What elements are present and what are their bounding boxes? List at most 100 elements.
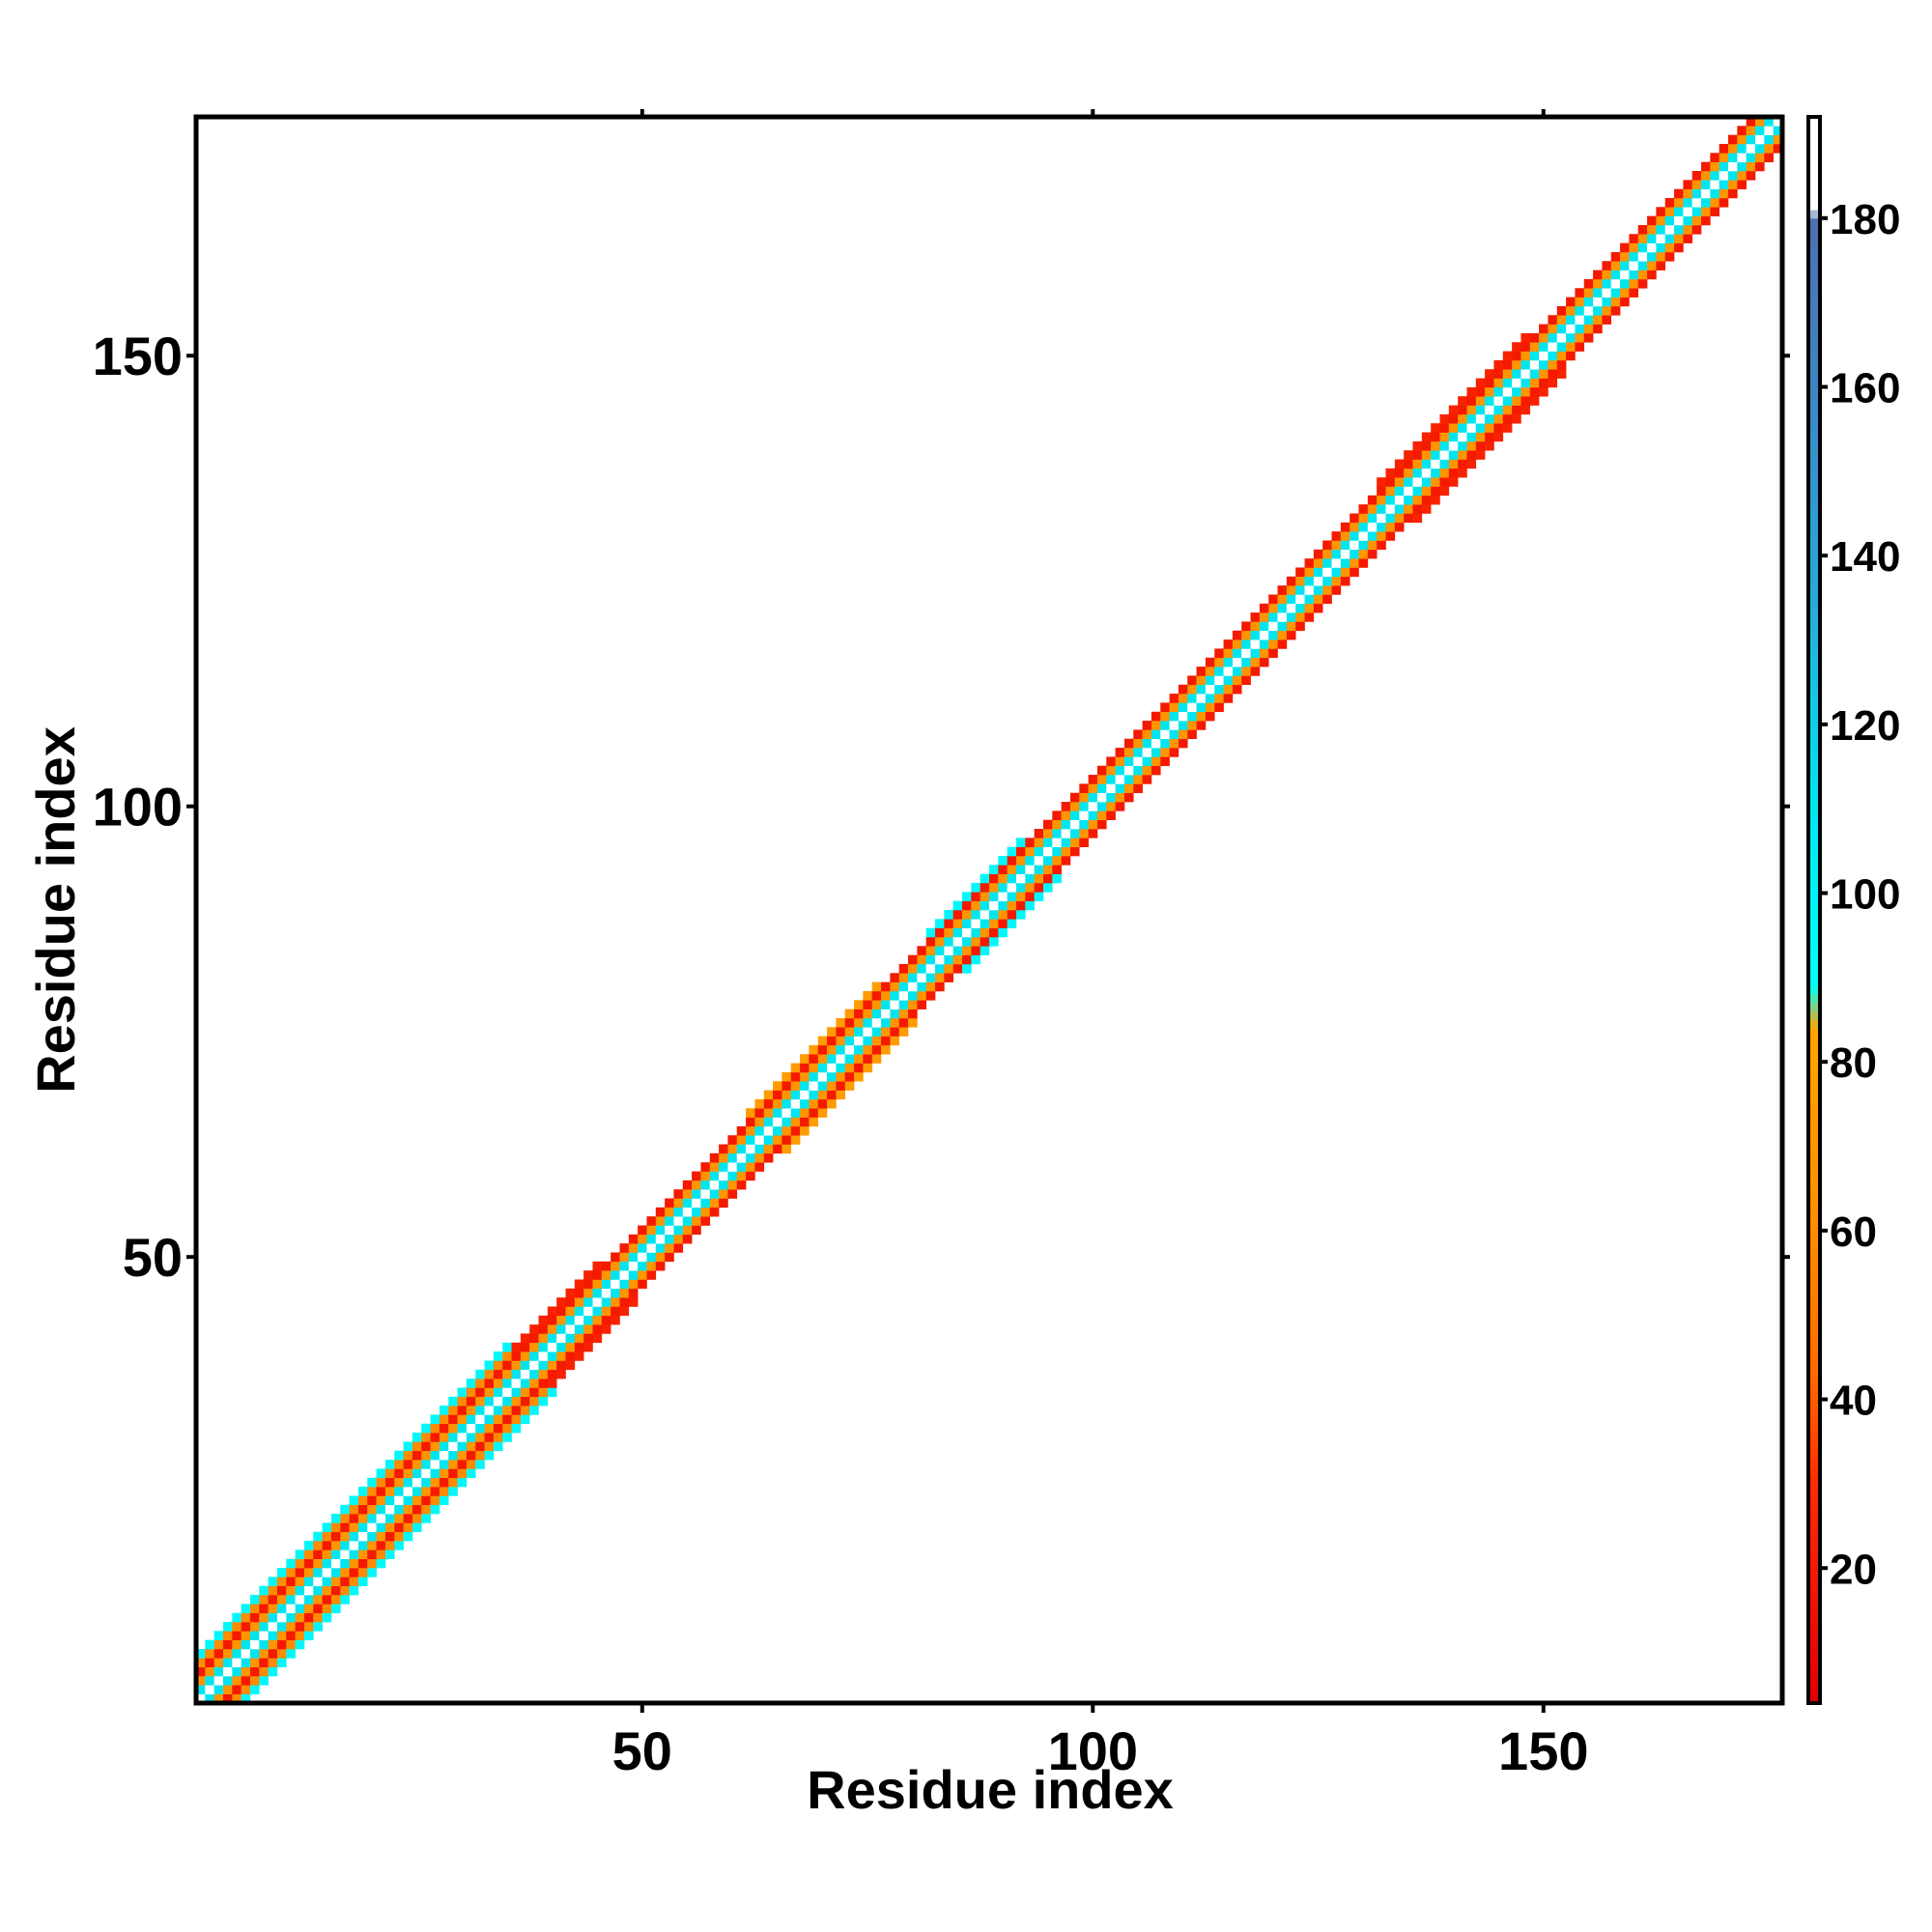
heatmap-cell bbox=[1160, 738, 1170, 749]
heatmap-cell bbox=[1015, 865, 1026, 874]
heatmap-cell bbox=[430, 1423, 440, 1434]
heatmap-cell bbox=[619, 1288, 630, 1298]
heatmap-cell bbox=[1475, 450, 1486, 460]
heatmap-cell bbox=[556, 1333, 566, 1344]
heatmap-cell bbox=[836, 1063, 846, 1073]
heatmap-cell bbox=[1421, 432, 1432, 442]
heatmap-cell bbox=[303, 1631, 314, 1640]
heatmap-cell bbox=[384, 1487, 395, 1496]
heatmap-cell bbox=[232, 1666, 242, 1677]
colorbar-segment bbox=[1808, 994, 1820, 1004]
heatmap-cell bbox=[746, 1125, 755, 1136]
colorbar-segment bbox=[1808, 1568, 1820, 1577]
heatmap-cell bbox=[448, 1450, 458, 1461]
heatmap-cell bbox=[232, 1693, 242, 1704]
heatmap-cell bbox=[1539, 332, 1548, 343]
heatmap-cell bbox=[1664, 215, 1675, 226]
heatmap-cell bbox=[583, 1333, 593, 1344]
heatmap-cell bbox=[881, 990, 891, 1001]
heatmap-cell bbox=[1710, 188, 1719, 199]
heatmap-cell bbox=[330, 1585, 341, 1596]
colorbar-segment bbox=[1808, 497, 1820, 506]
heatmap-cell bbox=[871, 990, 882, 1001]
heatmap-cell bbox=[547, 1315, 557, 1325]
heatmap-cell bbox=[890, 1017, 900, 1028]
heatmap-cell bbox=[1034, 883, 1044, 893]
heatmap-cell bbox=[746, 1135, 755, 1145]
heatmap-cell bbox=[1439, 477, 1450, 487]
heatmap-cell bbox=[1556, 359, 1567, 370]
heatmap-cell bbox=[475, 1387, 485, 1398]
heatmap-cell bbox=[295, 1595, 305, 1605]
heatmap-cell bbox=[1466, 405, 1477, 415]
heatmap-cell bbox=[340, 1595, 350, 1605]
heatmap-cell bbox=[322, 1568, 332, 1577]
heatmap-cell bbox=[1448, 405, 1459, 415]
heatmap-cell bbox=[466, 1450, 476, 1461]
heatmap-cell bbox=[430, 1460, 440, 1469]
heatmap-cell bbox=[448, 1406, 458, 1415]
heatmap-cell bbox=[430, 1450, 440, 1461]
x-tick-label: 50 bbox=[612, 1720, 672, 1781]
colorbar-segment bbox=[1808, 910, 1820, 920]
heatmap-cell bbox=[809, 1090, 819, 1100]
heatmap-cell bbox=[601, 1288, 611, 1298]
heatmap-cell bbox=[1250, 621, 1261, 632]
heatmap-cell bbox=[1133, 756, 1143, 767]
heatmap-cell bbox=[1061, 802, 1071, 811]
colorbar-segment bbox=[1808, 412, 1820, 421]
heatmap-cell bbox=[1701, 207, 1711, 216]
heatmap-cell bbox=[1313, 558, 1323, 568]
heatmap-cell bbox=[196, 1666, 206, 1677]
heatmap-cell bbox=[475, 1460, 485, 1469]
heatmap-cell bbox=[313, 1541, 323, 1550]
heatmap-cell bbox=[1214, 694, 1224, 703]
heatmap-cell bbox=[322, 1558, 332, 1569]
heatmap-cell bbox=[1664, 197, 1675, 208]
heatmap-cell bbox=[773, 1144, 782, 1154]
heatmap-cell bbox=[1394, 522, 1405, 532]
heatmap-cell bbox=[854, 1009, 864, 1019]
colorbar-segment bbox=[1808, 665, 1820, 674]
heatmap-cell bbox=[1069, 792, 1080, 803]
heatmap-cell bbox=[1313, 567, 1323, 578]
heatmap-cell bbox=[502, 1396, 512, 1406]
heatmap-cell bbox=[1683, 234, 1693, 243]
colorbar-segment bbox=[1808, 370, 1820, 380]
heatmap-cell bbox=[259, 1604, 269, 1614]
heatmap-cell bbox=[898, 973, 909, 982]
heatmap-cell bbox=[1637, 270, 1648, 280]
heatmap-cell bbox=[989, 892, 999, 901]
heatmap-cell bbox=[1088, 775, 1098, 784]
heatmap-cell bbox=[1710, 197, 1719, 208]
heatmap-cell bbox=[1466, 432, 1477, 442]
heatmap-cell bbox=[908, 990, 918, 1001]
colorbar-segment bbox=[1808, 842, 1820, 852]
colorbar-segment bbox=[1808, 117, 1820, 127]
heatmap-cell bbox=[1350, 522, 1359, 532]
heatmap-cell bbox=[619, 1252, 630, 1263]
heatmap-cell bbox=[1539, 324, 1548, 334]
colorbar-segment bbox=[1808, 563, 1820, 574]
heatmap-cell bbox=[790, 1090, 801, 1100]
heatmap-cell bbox=[1015, 838, 1026, 847]
heatmap-cell bbox=[1259, 648, 1269, 659]
heatmap-cell bbox=[241, 1604, 251, 1614]
x-axis-title: Residue index bbox=[807, 1759, 1174, 1820]
heatmap-cell bbox=[1106, 792, 1116, 803]
heatmap-cell bbox=[583, 1324, 593, 1334]
heatmap-cell bbox=[1250, 648, 1261, 659]
heatmap-cell bbox=[1502, 359, 1513, 370]
heatmap-cell bbox=[1485, 369, 1494, 379]
heatmap-cell bbox=[1025, 892, 1035, 901]
heatmap-cell bbox=[962, 910, 972, 920]
heatmap-cell bbox=[692, 1198, 701, 1208]
heatmap-cell bbox=[1691, 197, 1702, 208]
heatmap-cell bbox=[412, 1468, 422, 1479]
heatmap-cell bbox=[1412, 450, 1423, 460]
heatmap-cell bbox=[232, 1649, 242, 1659]
heatmap-cell bbox=[1647, 251, 1657, 262]
heatmap-cell bbox=[1683, 207, 1693, 216]
heatmap-cell bbox=[844, 1027, 855, 1037]
colorbar-segment bbox=[1808, 454, 1820, 464]
